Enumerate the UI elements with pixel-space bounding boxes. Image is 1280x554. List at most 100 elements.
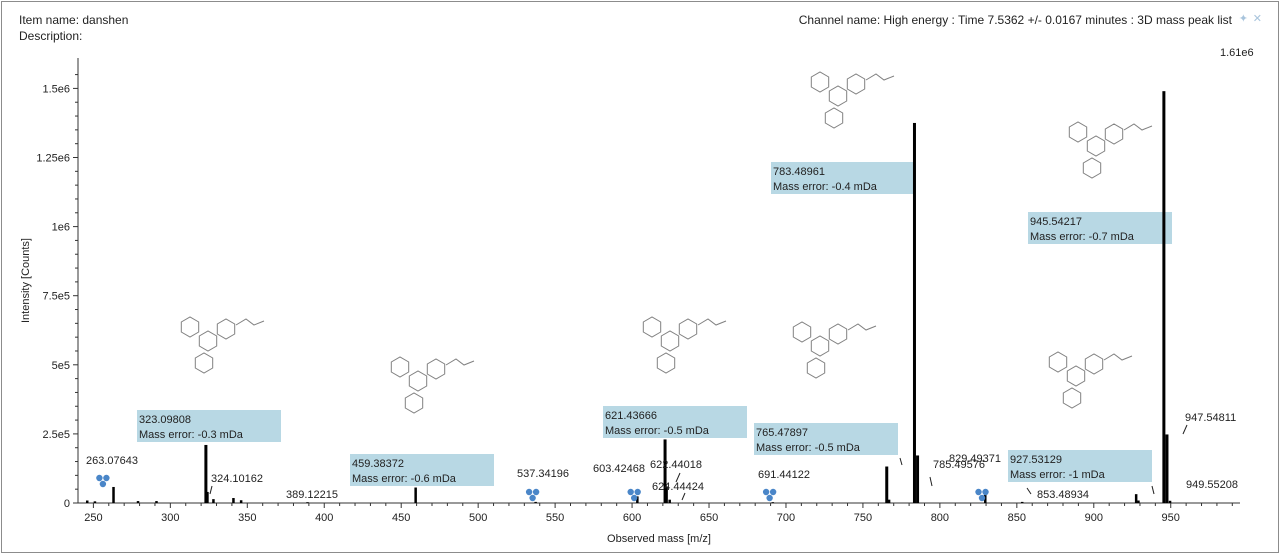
x-tick-label: 800 xyxy=(931,512,949,524)
fragment-icon xyxy=(103,474,110,482)
fragment-icon xyxy=(762,488,770,496)
peak-bar xyxy=(1168,500,1172,503)
peak-bar xyxy=(414,487,417,503)
peak-label: 853.48934 xyxy=(1037,489,1089,501)
annotation-mass: 323.09808 xyxy=(139,414,191,426)
structure-ring xyxy=(792,321,812,343)
x-tick-label: 850 xyxy=(1008,512,1026,524)
peak-bar xyxy=(912,122,916,503)
peak-label: 603.42468 xyxy=(593,463,645,475)
pin-icon[interactable]: ✦ xyxy=(1238,13,1248,25)
annotation-box xyxy=(603,406,747,438)
peak-bar xyxy=(665,486,668,503)
fragment-icon xyxy=(769,488,777,496)
y-axis-title: Intensity [Counts] xyxy=(20,238,32,323)
fragment-icon xyxy=(532,488,540,496)
x-tick-label: 350 xyxy=(238,512,256,524)
structure-ring xyxy=(426,358,446,380)
structure-chain xyxy=(865,73,895,81)
structure-ring xyxy=(824,107,844,129)
label-leader-line xyxy=(1151,485,1155,495)
fragment-icon xyxy=(630,494,638,502)
fragment-icon xyxy=(529,494,536,502)
peak-bar xyxy=(204,444,208,503)
peak-bar xyxy=(239,500,243,503)
label-leader-line xyxy=(929,476,933,487)
peak-bar xyxy=(306,502,309,503)
structure-ring xyxy=(828,323,848,345)
fragment-icon xyxy=(99,480,107,488)
peak-bar xyxy=(534,501,537,503)
annotation-mass-error: Mass error: -0.5 mDa xyxy=(756,442,861,454)
fragment-icon xyxy=(975,488,982,496)
structure-ring xyxy=(1084,353,1104,375)
x-tick-label: 750 xyxy=(854,512,872,524)
peak-bar xyxy=(984,494,987,503)
structure-ring xyxy=(194,352,214,374)
peak-bar xyxy=(1020,501,1024,503)
x-axis-title: Observed mass [m/z] xyxy=(607,533,711,545)
y-tick-label: 1e6 xyxy=(52,222,70,234)
label-leader-line xyxy=(681,492,686,501)
structure-chain xyxy=(697,318,727,326)
label-leader-line xyxy=(1026,487,1032,495)
annotation-mass: 765.47897 xyxy=(756,427,808,439)
peak-bar xyxy=(136,501,140,503)
peak-bar xyxy=(232,498,235,503)
peak-label: 622.44018 xyxy=(650,459,702,471)
annotation-box xyxy=(754,423,898,455)
fragment-icon xyxy=(627,488,634,496)
structure-chain xyxy=(1123,123,1153,131)
peak-bar xyxy=(85,500,89,503)
fragment-icon xyxy=(982,488,989,496)
y-tick-label: 1.5e6 xyxy=(42,83,70,95)
label-leader-line xyxy=(899,457,903,466)
annotation-box xyxy=(1028,212,1172,244)
peak-bar xyxy=(112,486,115,503)
peak-bar xyxy=(885,466,889,503)
structure-ring xyxy=(180,316,200,338)
x-tick-label: 950 xyxy=(1162,512,1180,524)
label-leader-line xyxy=(675,472,681,483)
structure-ring xyxy=(1082,157,1102,179)
peak-bar xyxy=(663,439,667,503)
peak-bar xyxy=(916,455,920,503)
peak-label: 324.10162 xyxy=(211,473,263,485)
structure-ring xyxy=(1048,351,1068,373)
structure-ring xyxy=(642,316,662,338)
y-tick-label: 5e5 xyxy=(52,360,70,372)
annotation-box xyxy=(771,162,915,194)
structure-ring xyxy=(404,392,424,414)
close-icon[interactable]: ✕ xyxy=(1252,13,1262,25)
structure-chain xyxy=(1103,353,1133,361)
annotation-mass: 927.53129 xyxy=(1010,454,1062,466)
peak-bar xyxy=(887,499,891,503)
annotation-box xyxy=(137,410,281,442)
peak-label: 947.54811 xyxy=(1185,412,1236,424)
peak-bar xyxy=(206,491,209,503)
peak-label: 829.49371 xyxy=(949,453,1001,465)
y-tick-label: 7.5e5 xyxy=(42,291,70,303)
y-tick-label: 1.25e6 xyxy=(36,153,70,165)
peak-bar xyxy=(771,502,775,503)
annotation-mass-error: Mass error: -0.7 mDa xyxy=(1030,231,1135,243)
x-tick-label: 250 xyxy=(84,512,102,524)
annotation-mass-error: Mass error: -0.6 mDa xyxy=(352,473,457,485)
structure-ring xyxy=(656,352,676,374)
peak-label: 785.49576 xyxy=(933,459,985,471)
peak-bar xyxy=(636,496,639,503)
structure-ring xyxy=(660,330,680,352)
peak-label: 537.34196 xyxy=(517,468,569,480)
annotation-mass-error: Mass error: -0.3 mDa xyxy=(139,429,244,441)
annotation-mass: 945.54217 xyxy=(1030,216,1082,228)
structure-ring xyxy=(846,73,866,95)
peak-label: 949.55208 xyxy=(1186,479,1238,491)
x-tick-label: 600 xyxy=(623,512,641,524)
structure-ring xyxy=(390,356,410,378)
peak-label: 389.12215 xyxy=(286,489,338,501)
peak-bar xyxy=(668,499,671,503)
peak-bar xyxy=(1134,494,1138,503)
x-tick-label: 400 xyxy=(315,512,333,524)
